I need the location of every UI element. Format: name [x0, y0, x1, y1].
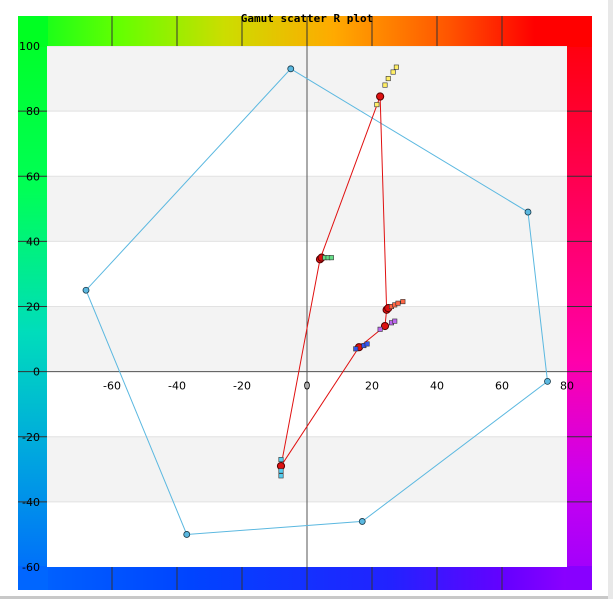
- y-tick-label: 0: [33, 366, 40, 379]
- x-tick-label: 60: [495, 380, 509, 393]
- gamut-point: [358, 518, 366, 525]
- gamut-point: [287, 65, 295, 73]
- chart-title: Gamut scatter R plot: [241, 12, 373, 25]
- gamut-point: [524, 208, 532, 216]
- orange-square: [400, 299, 406, 305]
- y-tick-label: -60: [22, 561, 40, 574]
- y-tick-label: 20: [26, 301, 40, 314]
- red-point: [376, 92, 385, 101]
- window-right-edge: [608, 0, 613, 599]
- cyan-square: [278, 457, 284, 463]
- hue-border-left: [18, 16, 48, 590]
- yellow-square: [385, 76, 391, 82]
- yellow-square: [382, 82, 388, 88]
- y-tick-label: -20: [22, 431, 40, 444]
- x-tick-label: 0: [304, 380, 311, 393]
- red-point: [380, 321, 390, 331]
- gamut-point: [82, 286, 90, 294]
- x-tick-label: 20: [365, 380, 379, 393]
- gamut-point: [183, 531, 191, 538]
- border-ticks: [18, 16, 592, 590]
- axes: [47, 46, 567, 567]
- data-series: [82, 64, 551, 538]
- hue-corner-top-right: [566, 16, 592, 47]
- x-tick-labels: -60 -40 -20 0 20 40 60 80: [103, 380, 574, 393]
- y-tick-label: 100: [19, 40, 40, 53]
- hue-corner-bottom-left: [18, 566, 48, 590]
- window-bottom-edge: [0, 596, 613, 599]
- hue-corner-bottom-right: [566, 566, 592, 590]
- green-square: [328, 255, 334, 261]
- cyan-square: [278, 468, 284, 474]
- x-tick-label: 40: [430, 380, 444, 393]
- hue-corner-top-left: [18, 16, 48, 47]
- purple-square: [392, 318, 398, 324]
- y-tick-label: 40: [26, 235, 40, 248]
- blue-square: [353, 346, 359, 352]
- yellow-square: [374, 102, 380, 108]
- hue-border-top: [18, 16, 592, 47]
- blue-square: [364, 341, 370, 347]
- hue-border-bottom: [18, 566, 592, 590]
- orange-square: [395, 300, 401, 306]
- y-tick-label: 60: [26, 170, 40, 183]
- x-tick-label: -40: [168, 380, 186, 393]
- y-tick-labels: 100 80 60 40 20 0 -20 -40 -60: [19, 40, 40, 574]
- purple-square: [377, 326, 383, 332]
- yellow-square: [390, 69, 396, 75]
- x-tick-label: 80: [560, 380, 574, 393]
- cyan-square: [278, 473, 284, 479]
- hue-border-right: [566, 16, 592, 590]
- y-tick-label: 80: [26, 105, 40, 118]
- y-tick-label: -40: [22, 496, 40, 509]
- x-tick-label: -20: [233, 380, 251, 393]
- x-tick-label: -60: [103, 380, 121, 393]
- yellow-square: [393, 64, 399, 70]
- gamut-point: [544, 377, 551, 385]
